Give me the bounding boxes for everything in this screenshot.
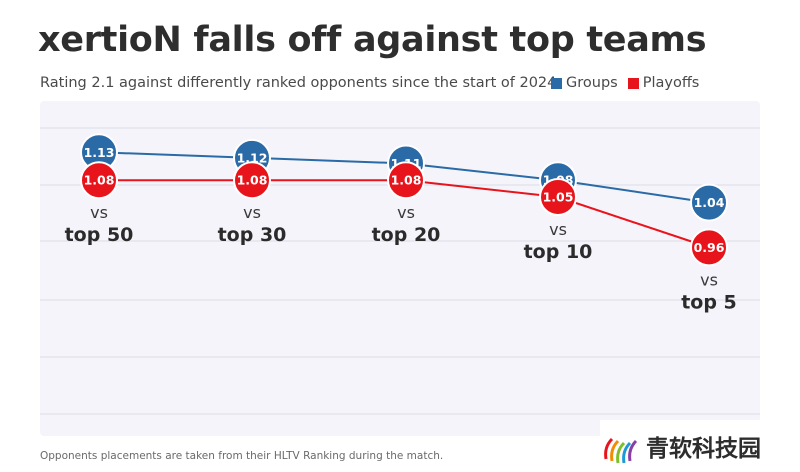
legend-label-playoffs: Playoffs <box>642 75 700 91</box>
value-label-playoffs-3: 1.05 <box>543 190 574 205</box>
watermark-logo: 青软科技园 <box>600 420 800 472</box>
value-label-playoffs-2: 1.08 <box>391 173 422 188</box>
marker-playoffs-2 <box>387 161 425 200</box>
marker-playoffs-0 <box>80 161 118 200</box>
value-label-groups-4: 1.04 <box>694 195 725 210</box>
legend-swatch-playoffs <box>627 77 639 89</box>
value-label-playoffs-1: 1.08 <box>237 173 268 188</box>
chart-subtitle: Rating 2.1 against differently ranked op… <box>40 75 557 91</box>
category-label-vs-0: vs <box>90 203 108 222</box>
category-label-top-4: top 5 <box>681 291 737 313</box>
marker-playoffs-4 <box>690 228 728 267</box>
chart-title: xertioN falls off against top teams <box>38 20 707 60</box>
value-label-groups-0: 1.13 <box>84 145 115 160</box>
category-label-vs-3: vs <box>549 220 567 239</box>
marker-playoffs-3 <box>539 178 577 217</box>
value-label-playoffs-0: 1.08 <box>84 173 115 188</box>
watermark-icon <box>604 437 638 464</box>
marker-groups-4 <box>690 183 728 222</box>
category-label-vs-2: vs <box>397 203 415 222</box>
legend: Groups Playoffs <box>551 75 709 91</box>
footnote: Opponents placements are taken from thei… <box>40 450 444 462</box>
watermark-text: 青软科技园 <box>646 436 761 462</box>
category-label-top-1: top 30 <box>218 224 287 246</box>
category-label-top-2: top 20 <box>372 224 441 246</box>
legend-item-playoffs: Playoffs <box>627 75 700 91</box>
legend-swatch-groups <box>551 77 562 89</box>
category-label-vs-1: vs <box>243 203 261 222</box>
value-label-groups-1: 1.12 <box>237 150 268 165</box>
value-label-playoffs-4: 0.96 <box>694 240 725 255</box>
marker-playoffs-1 <box>233 161 271 200</box>
category-label-top-0: top 50 <box>65 224 134 246</box>
category-label-vs-4: vs <box>700 270 718 289</box>
legend-item-groups: Groups <box>551 75 618 91</box>
legend-label-groups: Groups <box>566 75 618 91</box>
category-label-top-3: top 10 <box>524 241 593 263</box>
